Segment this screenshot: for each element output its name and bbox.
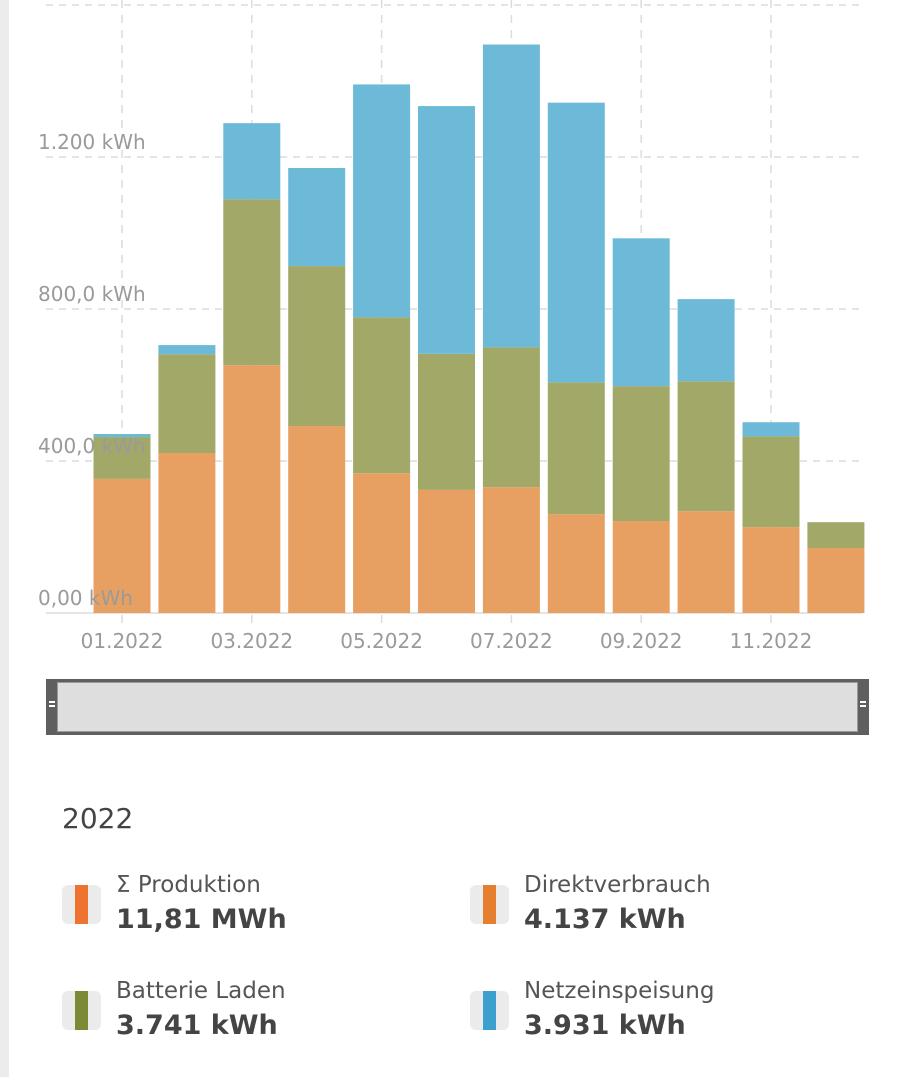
bar-batterie-laden-12.2022[interactable]: [807, 522, 865, 549]
bar-batterie-laden-11.2022[interactable]: [742, 436, 800, 528]
bar-direktverbrauch-05.2022[interactable]: [353, 473, 411, 613]
bar-batterie-laden-06.2022[interactable]: [418, 353, 475, 490]
bar-direktverbrauch-11.2022[interactable]: [742, 527, 800, 613]
bar-batterie-laden-05.2022[interactable]: [353, 317, 411, 474]
bar-direktverbrauch-09.2022[interactable]: [612, 521, 670, 613]
bar-batterie-laden-10.2022[interactable]: [677, 381, 735, 512]
bar-netzeinspeisung-01.2022[interactable]: [93, 434, 151, 438]
legend-item-batterie-laden: Batterie Laden 3.741 kWh: [62, 978, 422, 1050]
legend-item-netzeinspeisung: Netzeinspeisung 3.931 kWh: [470, 978, 830, 1050]
range-selection[interactable]: [57, 682, 858, 732]
legend-value: 3.741 kWh: [116, 1010, 278, 1041]
bar-batterie-laden-02.2022[interactable]: [158, 354, 216, 454]
page-edge: [0, 0, 9, 1077]
legend-item-direktverbrauch: Direktverbrauch 4.137 kWh: [470, 872, 830, 944]
legend-label: Σ Produktion: [116, 872, 261, 898]
bar-netzeinspeisung-06.2022[interactable]: [418, 106, 475, 354]
bar-direktverbrauch-04.2022[interactable]: [288, 426, 346, 613]
x-tick-label: 05.2022: [340, 629, 423, 653]
bar-direktverbrauch-12.2022[interactable]: [807, 548, 865, 613]
range-handle-left[interactable]: [49, 701, 55, 711]
bars: [93, 44, 865, 613]
bar-direktverbrauch-06.2022[interactable]: [418, 489, 475, 613]
bar-batterie-laden-09.2022[interactable]: [612, 386, 670, 522]
bar-direktverbrauch-10.2022[interactable]: [677, 511, 735, 613]
bar-batterie-laden-03.2022[interactable]: [223, 199, 281, 366]
swatch-icon: [62, 991, 101, 1030]
summary-year: 2022: [62, 802, 134, 835]
bar-netzeinspeisung-08.2022[interactable]: [547, 102, 605, 383]
y-tick-label: 1.200 kWh: [38, 130, 146, 154]
x-axis-labels: 01.2022 03.2022 05.2022 07.2022 09.2022 11.20…: [81, 629, 813, 653]
stacked-bar-chart: 0,00 kWh 400,0 kWh 800,0 kWh 1.200 kWh 01.2…: [38, 0, 865, 653]
x-tick-label: 07.2022: [470, 629, 553, 653]
bar-direktverbrauch-03.2022[interactable]: [223, 365, 281, 613]
bar-direktverbrauch-01.2022[interactable]: [93, 478, 151, 613]
bar-netzeinspeisung-10.2022[interactable]: [677, 299, 735, 382]
bar-batterie-laden-01.2022[interactable]: [93, 437, 151, 479]
y-tick-label: 400,0 kWh: [38, 434, 146, 458]
color-bar: [75, 991, 88, 1030]
x-tick-label: 09.2022: [600, 629, 683, 653]
bar-direktverbrauch-07.2022[interactable]: [482, 487, 540, 613]
legend-value: 4.137 kWh: [524, 904, 686, 935]
color-bar: [483, 991, 496, 1030]
bar-direktverbrauch-08.2022[interactable]: [547, 514, 605, 613]
bar-netzeinspeisung-07.2022[interactable]: [482, 44, 540, 348]
bar-netzeinspeisung-02.2022[interactable]: [158, 345, 216, 355]
bar-netzeinspeisung-09.2022[interactable]: [612, 238, 670, 387]
y-tick-label: 0,00 kWh: [38, 586, 133, 610]
legend-label: Batterie Laden: [116, 978, 286, 1004]
x-tick-label: 11.2022: [730, 629, 813, 653]
bar-netzeinspeisung-03.2022[interactable]: [223, 123, 281, 200]
range-scroller[interactable]: [46, 679, 869, 735]
bar-batterie-laden-07.2022[interactable]: [482, 347, 540, 488]
y-tick-label: 800,0 kWh: [38, 282, 146, 306]
legend-label: Netzeinspeisung: [524, 978, 715, 1004]
swatch-icon: [62, 885, 101, 924]
swatch-icon: [470, 885, 509, 924]
x-tick-label: 01.2022: [81, 629, 164, 653]
legend-item-produktion: Σ Produktion 11,81 MWh: [62, 872, 422, 944]
bar-netzeinspeisung-05.2022[interactable]: [353, 84, 411, 318]
bar-direktverbrauch-02.2022[interactable]: [158, 453, 216, 613]
legend-label: Direktverbrauch: [524, 872, 711, 898]
bar-netzeinspeisung-04.2022[interactable]: [288, 168, 346, 267]
legend-value: 11,81 MWh: [116, 904, 287, 935]
bar-netzeinspeisung-11.2022[interactable]: [742, 422, 800, 437]
swatch-icon: [470, 991, 509, 1030]
legend-value: 3.931 kWh: [524, 1010, 686, 1041]
bar-batterie-laden-08.2022[interactable]: [547, 382, 605, 515]
color-bar: [483, 885, 496, 924]
bar-batterie-laden-04.2022[interactable]: [288, 266, 346, 427]
y-axis-labels: 0,00 kWh 400,0 kWh 800,0 kWh 1.200 kWh: [38, 130, 146, 610]
color-bar: [75, 885, 88, 924]
x-tick-label: 03.2022: [210, 629, 293, 653]
range-handle-right[interactable]: [860, 701, 866, 711]
